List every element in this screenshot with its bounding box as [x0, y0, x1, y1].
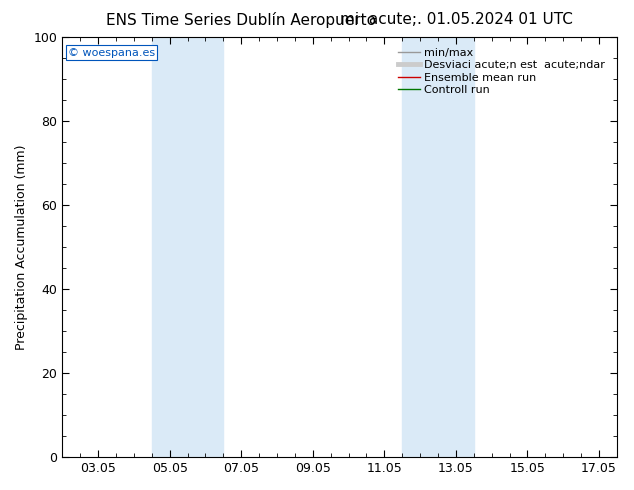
Text: ENS Time Series Dublín Aeropuerto: ENS Time Series Dublín Aeropuerto: [106, 12, 376, 28]
Legend: min/max, Desviaci acute;n est  acute;ndar, Ensemble mean run, Controll run: min/max, Desviaci acute;n est acute;ndar…: [394, 45, 609, 98]
Bar: [152, 37, 223, 457]
Text: mi  acute;. 01.05.2024 01 UTC: mi acute;. 01.05.2024 01 UTC: [340, 12, 573, 27]
Text: © woespana.es: © woespana.es: [68, 48, 155, 58]
Y-axis label: Precipitation Accumulation (mm): Precipitation Accumulation (mm): [15, 145, 28, 350]
Bar: [402, 37, 474, 457]
